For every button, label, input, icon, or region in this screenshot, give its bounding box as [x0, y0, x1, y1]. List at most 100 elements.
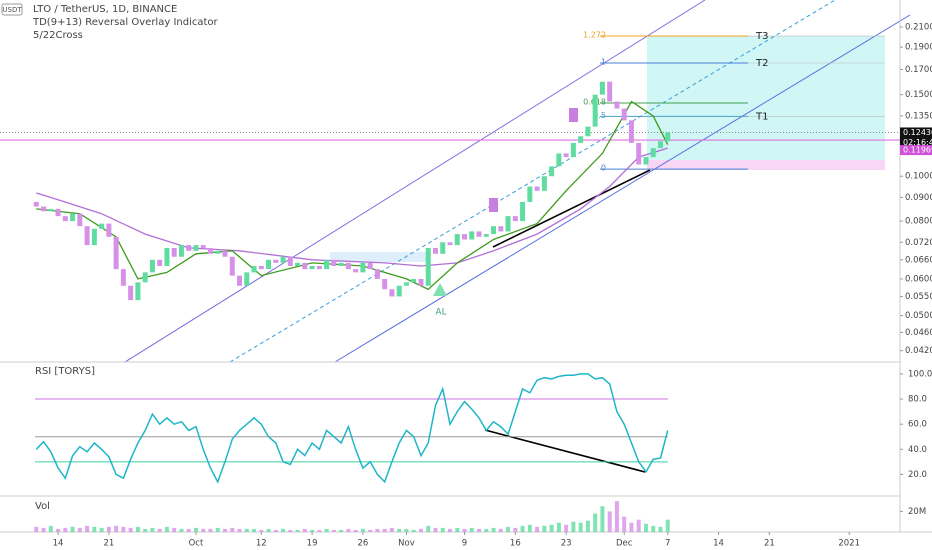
- volume-bar: [622, 516, 627, 532]
- target-label: T1: [755, 111, 768, 122]
- candle-body: [403, 282, 409, 286]
- volume-bar: [331, 529, 336, 532]
- volume-bar: [259, 529, 264, 532]
- candle-body: [200, 245, 206, 248]
- volume-bar: [106, 526, 111, 532]
- volume-bar: [535, 526, 540, 532]
- volume-bar: [462, 528, 467, 532]
- candle-body: [338, 262, 344, 266]
- candle-body: [135, 282, 141, 301]
- candle-body: [193, 245, 199, 251]
- x-tick-label: 7: [665, 539, 670, 549]
- volume-tick-label: 20M: [908, 507, 926, 517]
- y-tick-label: 0.05500: [905, 292, 932, 302]
- volume-bar: [368, 529, 373, 532]
- volume-bar: [121, 526, 126, 532]
- candle-body: [527, 186, 533, 202]
- candle-body: [171, 247, 177, 257]
- target-zone: [647, 36, 885, 160]
- volume-bar: [455, 527, 460, 532]
- volume-bar: [593, 513, 598, 532]
- countdown: 02:16:40: [903, 138, 932, 147]
- candle-body: [353, 269, 359, 273]
- candle-body: [302, 262, 308, 270]
- volume-bar: [651, 525, 656, 532]
- y-tick-label: 0.13500: [905, 111, 932, 121]
- volume-bar: [477, 528, 482, 532]
- candle-body: [389, 289, 395, 297]
- volume-bar: [571, 521, 576, 532]
- volume-bar: [448, 528, 452, 532]
- candle-body: [411, 278, 417, 283]
- volume-bar: [498, 528, 503, 532]
- volume-bar: [172, 527, 177, 532]
- candle-body: [505, 216, 511, 232]
- currency-tag[interactable]: [1, 3, 23, 16]
- volume-bar: [426, 525, 431, 532]
- volume-bar: [252, 528, 257, 532]
- y-tick-label: 0.06600: [905, 255, 932, 265]
- candle-body: [447, 242, 453, 246]
- volume-bar: [339, 529, 344, 532]
- volume-bar: [411, 529, 416, 532]
- candle-body: [113, 236, 119, 270]
- candle-body: [324, 259, 330, 270]
- channel-line: [124, 0, 706, 363]
- moving-average: [36, 147, 668, 267]
- candle-body: [287, 256, 293, 266]
- pink-price-label: 0.11969: [903, 146, 932, 155]
- candle-body: [266, 259, 272, 270]
- candle-body: [585, 126, 591, 137]
- x-tick-label: 21: [764, 539, 775, 549]
- candle-body: [222, 250, 228, 257]
- buy-signal: [433, 283, 447, 296]
- volume-bar: [549, 524, 554, 532]
- candle-body: [367, 262, 373, 270]
- volume-bar: [157, 528, 162, 532]
- volume-bar: [346, 528, 351, 532]
- candle-body: [425, 247, 431, 286]
- candle-body: [432, 247, 438, 254]
- candle-body: [33, 201, 39, 207]
- y-tick-label: 0.19000: [905, 43, 932, 53]
- volume-bar: [114, 525, 119, 532]
- y-tick-label: 0.08000: [905, 217, 932, 227]
- x-tick-label: 2021: [838, 539, 860, 549]
- candle-body: [578, 136, 584, 143]
- td-signal: [569, 108, 578, 122]
- volume-bar: [48, 525, 53, 532]
- candle-body: [534, 186, 540, 191]
- volume-bar: [164, 526, 169, 532]
- volume-bar: [397, 528, 402, 532]
- candle-body: [91, 228, 97, 246]
- volume-bar: [317, 529, 322, 532]
- volume-bar: [360, 528, 365, 532]
- volume-bar: [578, 522, 583, 532]
- fib-label: 0.5: [593, 111, 606, 120]
- volume-bar: [295, 529, 300, 532]
- volume-bar: [237, 528, 242, 532]
- volume-bar: [556, 522, 561, 532]
- candle-body: [273, 259, 279, 263]
- rsi-tick-label: 40.0: [908, 445, 927, 455]
- x-tick-label: 19: [307, 539, 318, 549]
- volume-bar: [281, 528, 286, 532]
- indicator-name: TD(9+13) Reversal Overlay Indicator: [32, 17, 219, 28]
- volume-bar: [585, 520, 590, 532]
- volume-bar: [440, 527, 445, 532]
- volume-bar: [636, 519, 641, 532]
- candle-body: [599, 81, 605, 95]
- volume-bar: [193, 527, 198, 532]
- volume-bar: [375, 528, 380, 532]
- candle-body: [120, 269, 126, 286]
- candle-body: [178, 245, 184, 257]
- candle-body: [454, 234, 460, 246]
- x-tick-label: 21: [103, 539, 114, 549]
- x-tick-label: Dec: [616, 539, 633, 549]
- rsi-tick-label: 80.0: [908, 395, 927, 405]
- candle-body: [280, 256, 286, 263]
- candle-body: [331, 259, 337, 266]
- candle-body: [77, 213, 83, 227]
